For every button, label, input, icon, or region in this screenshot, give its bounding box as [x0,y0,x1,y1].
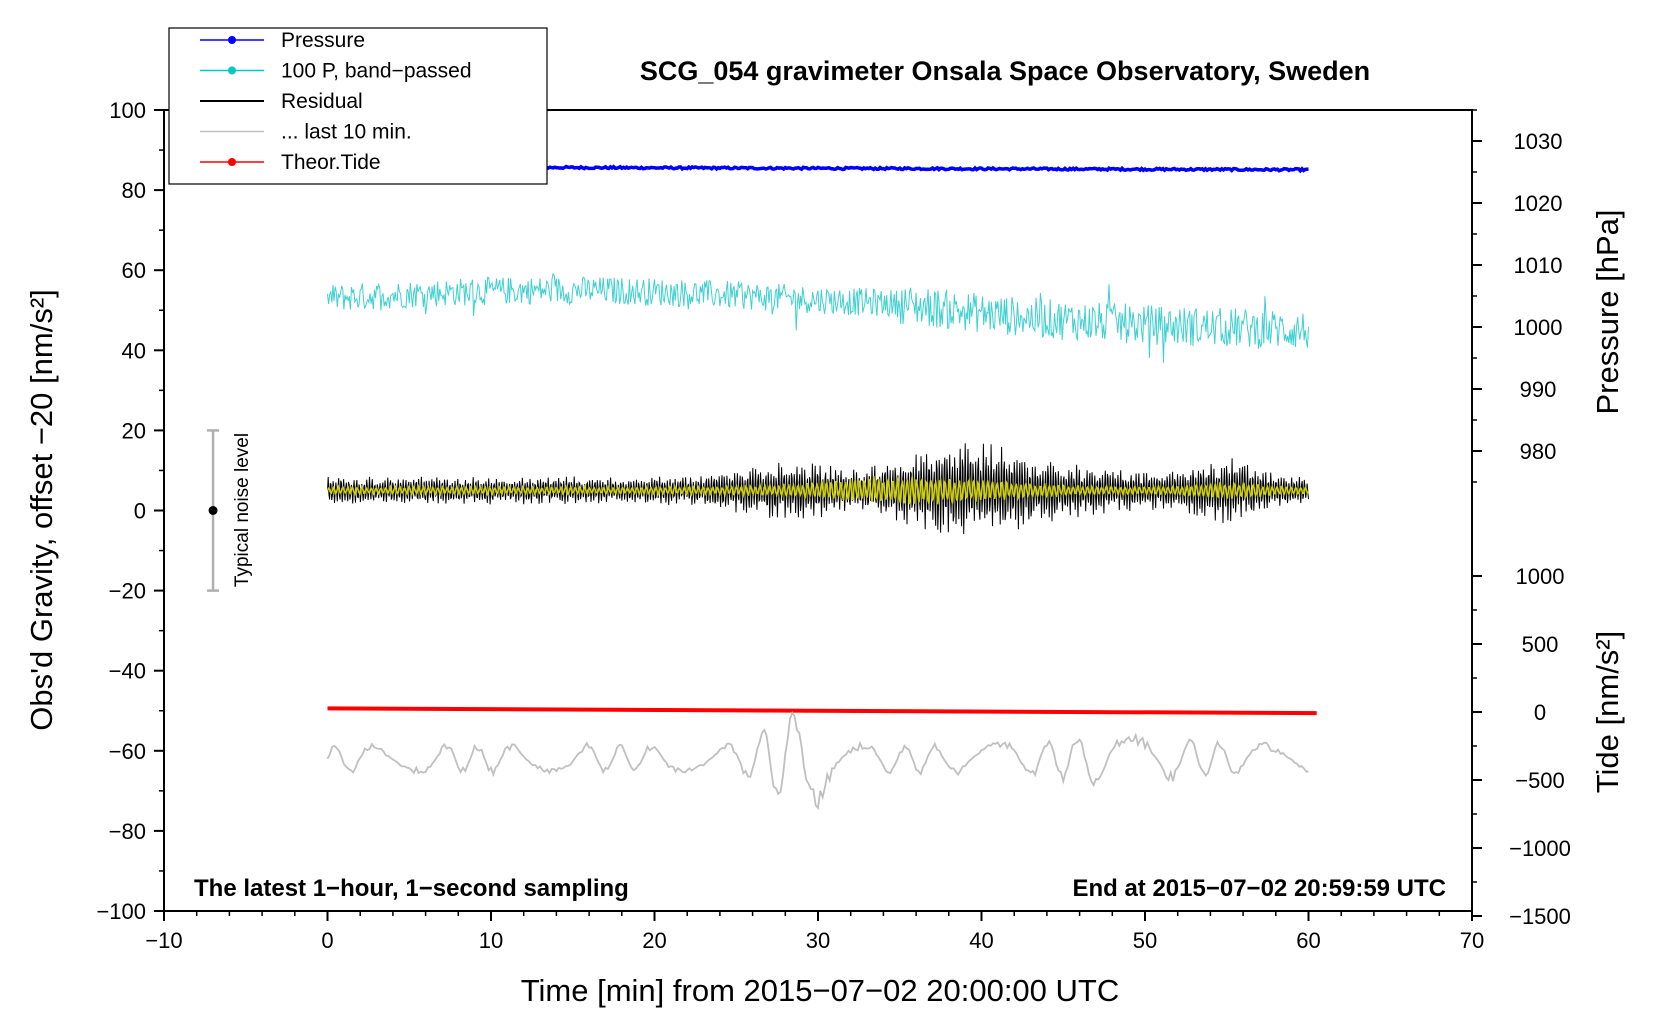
legend-marker [228,36,236,44]
pressure-tick-label: 1000 [1514,315,1563,340]
pressure-tick-label: 1030 [1514,129,1563,154]
plot-frame [163,109,1473,912]
x-tick-label: 0 [321,928,333,953]
pressure-tick-label: 1020 [1514,191,1563,216]
pressure-axis-title: Pressure [hPa] [1590,209,1625,414]
pressure-tick-label: 1010 [1514,253,1563,278]
legend-label: ... last 10 min. [281,121,412,144]
series-residual-smoothed [326,476,1309,505]
series-last-10-min [326,711,1309,810]
series-residual [327,443,1309,535]
y-axis-left-title: Obs'd Gravity, offset −20 [nm/s²] [24,289,59,731]
tide-tick-label: −1000 [1509,836,1571,861]
legend-marker [228,158,236,166]
tide-axis-title: Tide [nm/s²] [1590,631,1625,794]
y-tick-label: −40 [109,659,146,684]
noise-level-label: Typical noise level [232,433,253,587]
x-tick-label: 50 [1133,928,1157,953]
tide-tick-label: 500 [1522,632,1559,657]
y-axis-pressure: 980 990 1000 1010 1020 1030 [1472,109,1563,483]
y-tick-label: 0 [134,499,146,524]
legend: Pressure 100 P, band−passed Residual ... la… [168,27,548,185]
annotation-right: End at 2015−07−02 20:59:59 UTC [1072,875,1446,902]
legend-label: Pressure [281,29,365,52]
y-tick-label: 60 [122,258,146,283]
series-band-passed-pressure [327,272,1309,363]
noise-bar-center-dot [208,506,218,515]
series-layer [326,163,1317,810]
tide-tick-label: −1500 [1509,904,1571,929]
y-tick-label: −100 [96,899,146,924]
tide-tick-label: −500 [1515,768,1565,793]
noise-level-indicator [207,429,220,592]
y-tick-label: 40 [122,338,146,363]
y-tick-label: 100 [109,98,146,123]
legend-label: 100 P, band−passed [281,60,472,83]
series-theoretical-tide [327,706,1317,716]
legend-marker [228,66,236,75]
y-axis-left: −100 −80 −60 −40 −20 0 20 40 60 80 100 [96,98,164,924]
y-tick-label: 20 [122,418,146,443]
y-axis-tide: −1500 −1000 −500 0 500 1000 [1472,564,1571,929]
x-axis: −10 0 10 20 30 40 50 60 70 [145,911,1484,953]
legend-label: Residual [281,90,363,113]
x-tick-label: 60 [1296,928,1320,953]
x-tick-label: 70 [1460,928,1484,953]
x-tick-label: 30 [806,928,830,953]
y-tick-label: −60 [109,739,146,764]
x-tick-label: −10 [145,928,182,953]
y-tick-label: 80 [122,178,146,203]
annotation-left: The latest 1−hour, 1−second sampling [194,875,629,902]
pressure-tick-label: 990 [1520,377,1557,402]
chart-title: SCG_054 gravimeter Onsala Space Observat… [640,56,1370,86]
x-tick-label: 10 [479,928,503,953]
pressure-tick-label: 980 [1520,439,1557,464]
tide-tick-label: 1000 [1516,564,1565,589]
legend-label: Theor.Tide [281,151,381,174]
x-axis-title: Time [min] from 2015−07−02 20:00:00 UTC [521,973,1120,1008]
x-tick-label: 20 [642,928,666,953]
tide-tick-label: 0 [1534,700,1546,725]
x-tick-label: 40 [969,928,993,953]
y-tick-label: −20 [109,579,146,604]
y-tick-label: −80 [109,819,146,844]
